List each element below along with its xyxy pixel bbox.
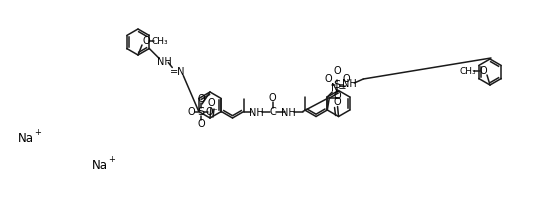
Text: NH: NH — [281, 108, 296, 117]
Text: =N: =N — [169, 66, 185, 77]
Text: O⁻: O⁻ — [205, 107, 218, 117]
Text: S: S — [334, 80, 341, 90]
Text: NH: NH — [249, 108, 264, 117]
Text: O: O — [325, 74, 332, 84]
Text: O: O — [342, 74, 350, 84]
Text: CH₃: CH₃ — [460, 66, 476, 75]
Text: Na: Na — [18, 132, 34, 145]
Text: O: O — [142, 36, 150, 46]
Text: O: O — [207, 98, 215, 108]
Text: O: O — [197, 119, 205, 129]
Text: S: S — [198, 107, 205, 117]
Text: O: O — [197, 94, 205, 104]
Text: NH: NH — [342, 79, 357, 89]
Text: O: O — [187, 107, 195, 117]
Text: O: O — [269, 92, 276, 103]
Text: +: + — [108, 154, 115, 163]
Text: C: C — [269, 106, 276, 117]
Text: O: O — [334, 97, 341, 106]
Text: N=: N= — [331, 83, 346, 93]
Text: O: O — [334, 66, 341, 76]
Text: O: O — [334, 91, 341, 101]
Text: O: O — [479, 66, 487, 76]
Text: CH₃: CH₃ — [152, 37, 168, 46]
Text: NH: NH — [157, 57, 171, 66]
Text: +: + — [34, 128, 41, 136]
Text: Na: Na — [92, 158, 108, 172]
